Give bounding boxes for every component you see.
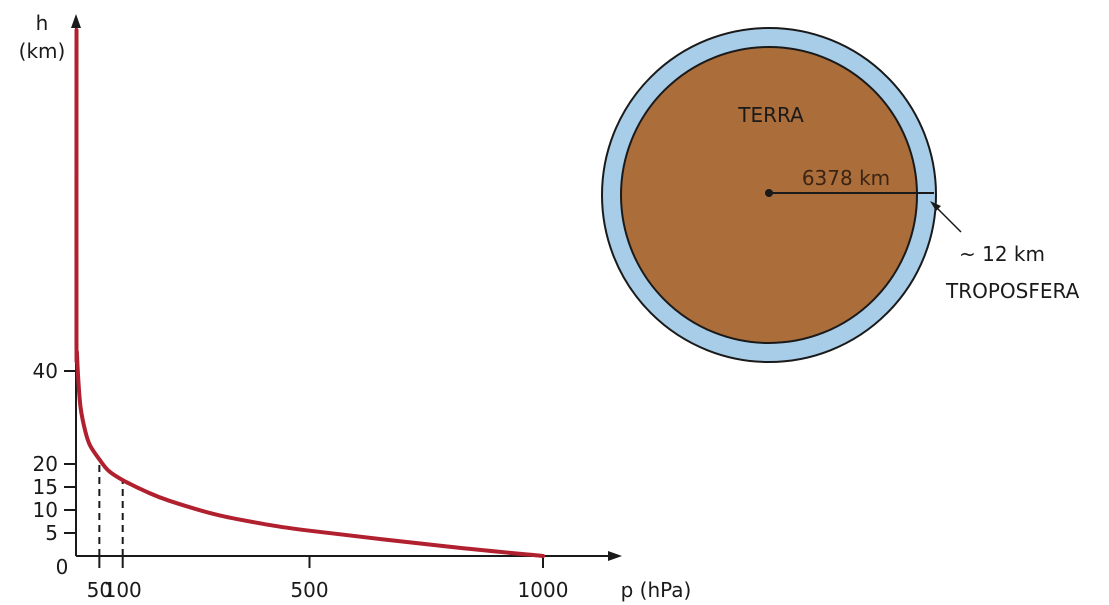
x-tick-label: 500: [290, 578, 328, 602]
y-axis-title-line1: h: [36, 11, 49, 35]
x-tick-label: 50: [87, 578, 112, 602]
y-tick-label: 40: [33, 359, 58, 383]
origin-label: 0: [56, 555, 69, 579]
x-tick-label: 100: [104, 578, 142, 602]
y-tick-label: 20: [33, 452, 58, 476]
reference-line-group: [98, 459, 124, 556]
y-axis-title-line2: (km): [19, 39, 66, 63]
radius-label: 6378 km: [802, 166, 890, 190]
earth-diagram: TERRA 6378 km ~ 12 km TROPOSFERA: [601, 27, 1080, 363]
x-axis-arrow-icon: [608, 551, 622, 561]
pointer-arrow-icon: [930, 201, 941, 211]
thickness-label: ~ 12 km: [959, 242, 1045, 266]
y-axis-arrow-icon: [71, 14, 81, 28]
center-point: [765, 189, 773, 197]
layer-label: TROPOSFERA: [945, 279, 1080, 303]
earth-label: TERRA: [737, 103, 804, 127]
x-axis-title: p (hPa): [621, 578, 692, 602]
y-tick-label: 10: [33, 498, 58, 522]
pressure-curve: [74, 28, 545, 558]
pointer-line: [933, 204, 962, 233]
y-tick-label: 15: [33, 475, 58, 499]
x-tick-label: 1000: [518, 578, 569, 602]
y-tick-label: 5: [45, 521, 58, 545]
